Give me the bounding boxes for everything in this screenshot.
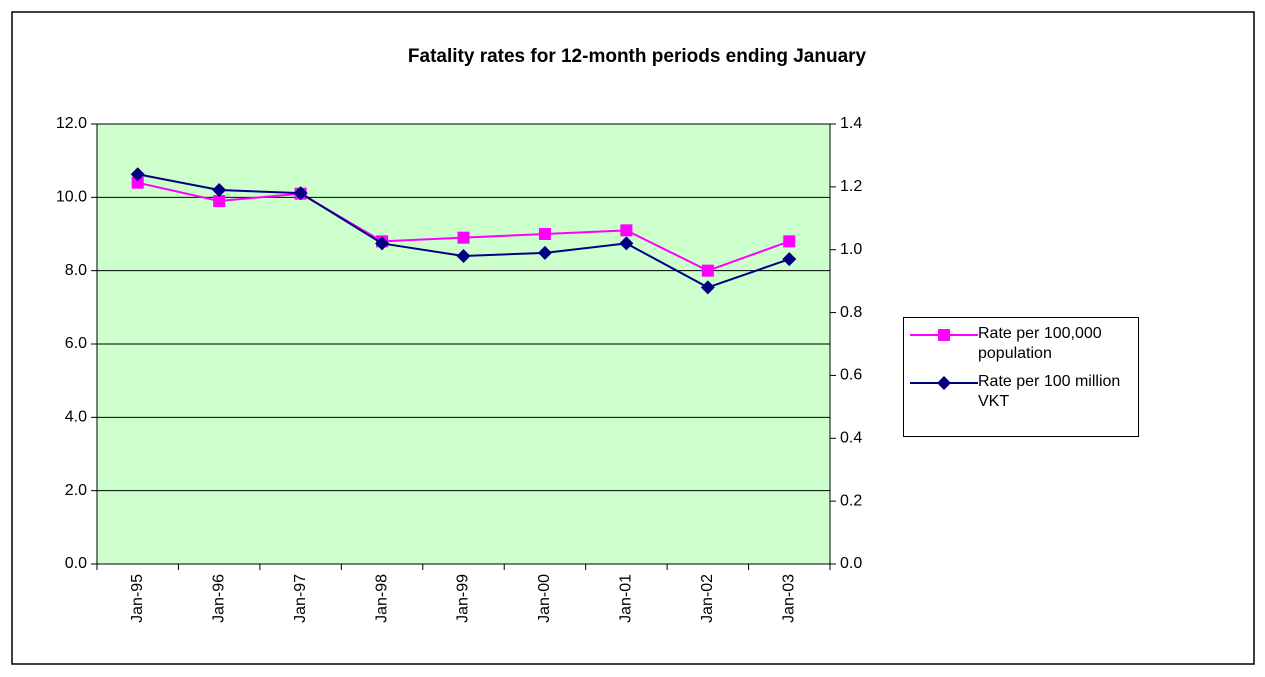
y-tick-label: 2.0 xyxy=(65,482,87,499)
legend: Rate per 100,000 population Rate per 100 … xyxy=(903,317,1139,437)
marker xyxy=(131,176,144,189)
marker xyxy=(701,264,714,277)
marker xyxy=(293,186,308,201)
marker xyxy=(457,231,470,244)
x-tick-label: Jan-98 xyxy=(373,574,390,623)
x-tick-label: Jan-95 xyxy=(129,574,146,623)
marker xyxy=(937,376,951,390)
y2-tick-label: 1.4 xyxy=(840,115,862,132)
x-tick-label: Jan-02 xyxy=(699,574,716,623)
legend-entry: Rate per 100,000 population xyxy=(908,324,1134,364)
marker xyxy=(783,235,796,248)
marker xyxy=(700,280,715,295)
x-tick-label: Jan-97 xyxy=(292,574,309,623)
y2-tick-label: 0.8 xyxy=(840,304,862,321)
legend-entry: Rate per 100 million VKT xyxy=(908,372,1134,412)
y2-tick-label: 0.4 xyxy=(840,430,862,447)
marker xyxy=(375,236,390,251)
y2-tick-label: 0.6 xyxy=(840,367,862,384)
y2-tick-label: 0.0 xyxy=(840,555,862,572)
y-tick-label: 10.0 xyxy=(56,189,87,206)
y-tick-label: 0.0 xyxy=(65,555,87,572)
x-tick-label: Jan-96 xyxy=(210,574,227,623)
marker xyxy=(782,252,797,267)
x-tick-label: Jan-99 xyxy=(455,574,472,623)
marker xyxy=(538,228,551,240)
y2-tick-label: 0.2 xyxy=(840,492,862,509)
y-tick-label: 6.0 xyxy=(65,335,87,352)
chart-title: Fatality rates for 12-month periods endi… xyxy=(408,46,867,67)
legend-swatch xyxy=(910,376,978,390)
x-tick-label: Jan-01 xyxy=(618,574,635,623)
marker xyxy=(130,167,145,182)
y-tick-label: 4.0 xyxy=(65,409,87,426)
marker xyxy=(620,224,633,237)
marker xyxy=(619,236,634,251)
legend-label: Rate per 100 million VKT xyxy=(978,373,1121,410)
legend-label: Rate per 100,000 population xyxy=(978,325,1102,362)
marker xyxy=(212,183,227,197)
legend-swatch xyxy=(910,329,978,341)
marker xyxy=(213,195,226,207)
x-tick-label: Jan-03 xyxy=(780,574,797,623)
y2-tick-label: 1.2 xyxy=(840,178,862,195)
x-tick-label: Jan-00 xyxy=(536,574,553,623)
y-tick-label: 12.0 xyxy=(56,115,87,132)
y-tick-label: 8.0 xyxy=(65,262,87,279)
marker xyxy=(938,329,950,341)
y2-tick-label: 1.0 xyxy=(840,241,862,258)
marker xyxy=(537,245,552,260)
marker xyxy=(456,249,471,263)
